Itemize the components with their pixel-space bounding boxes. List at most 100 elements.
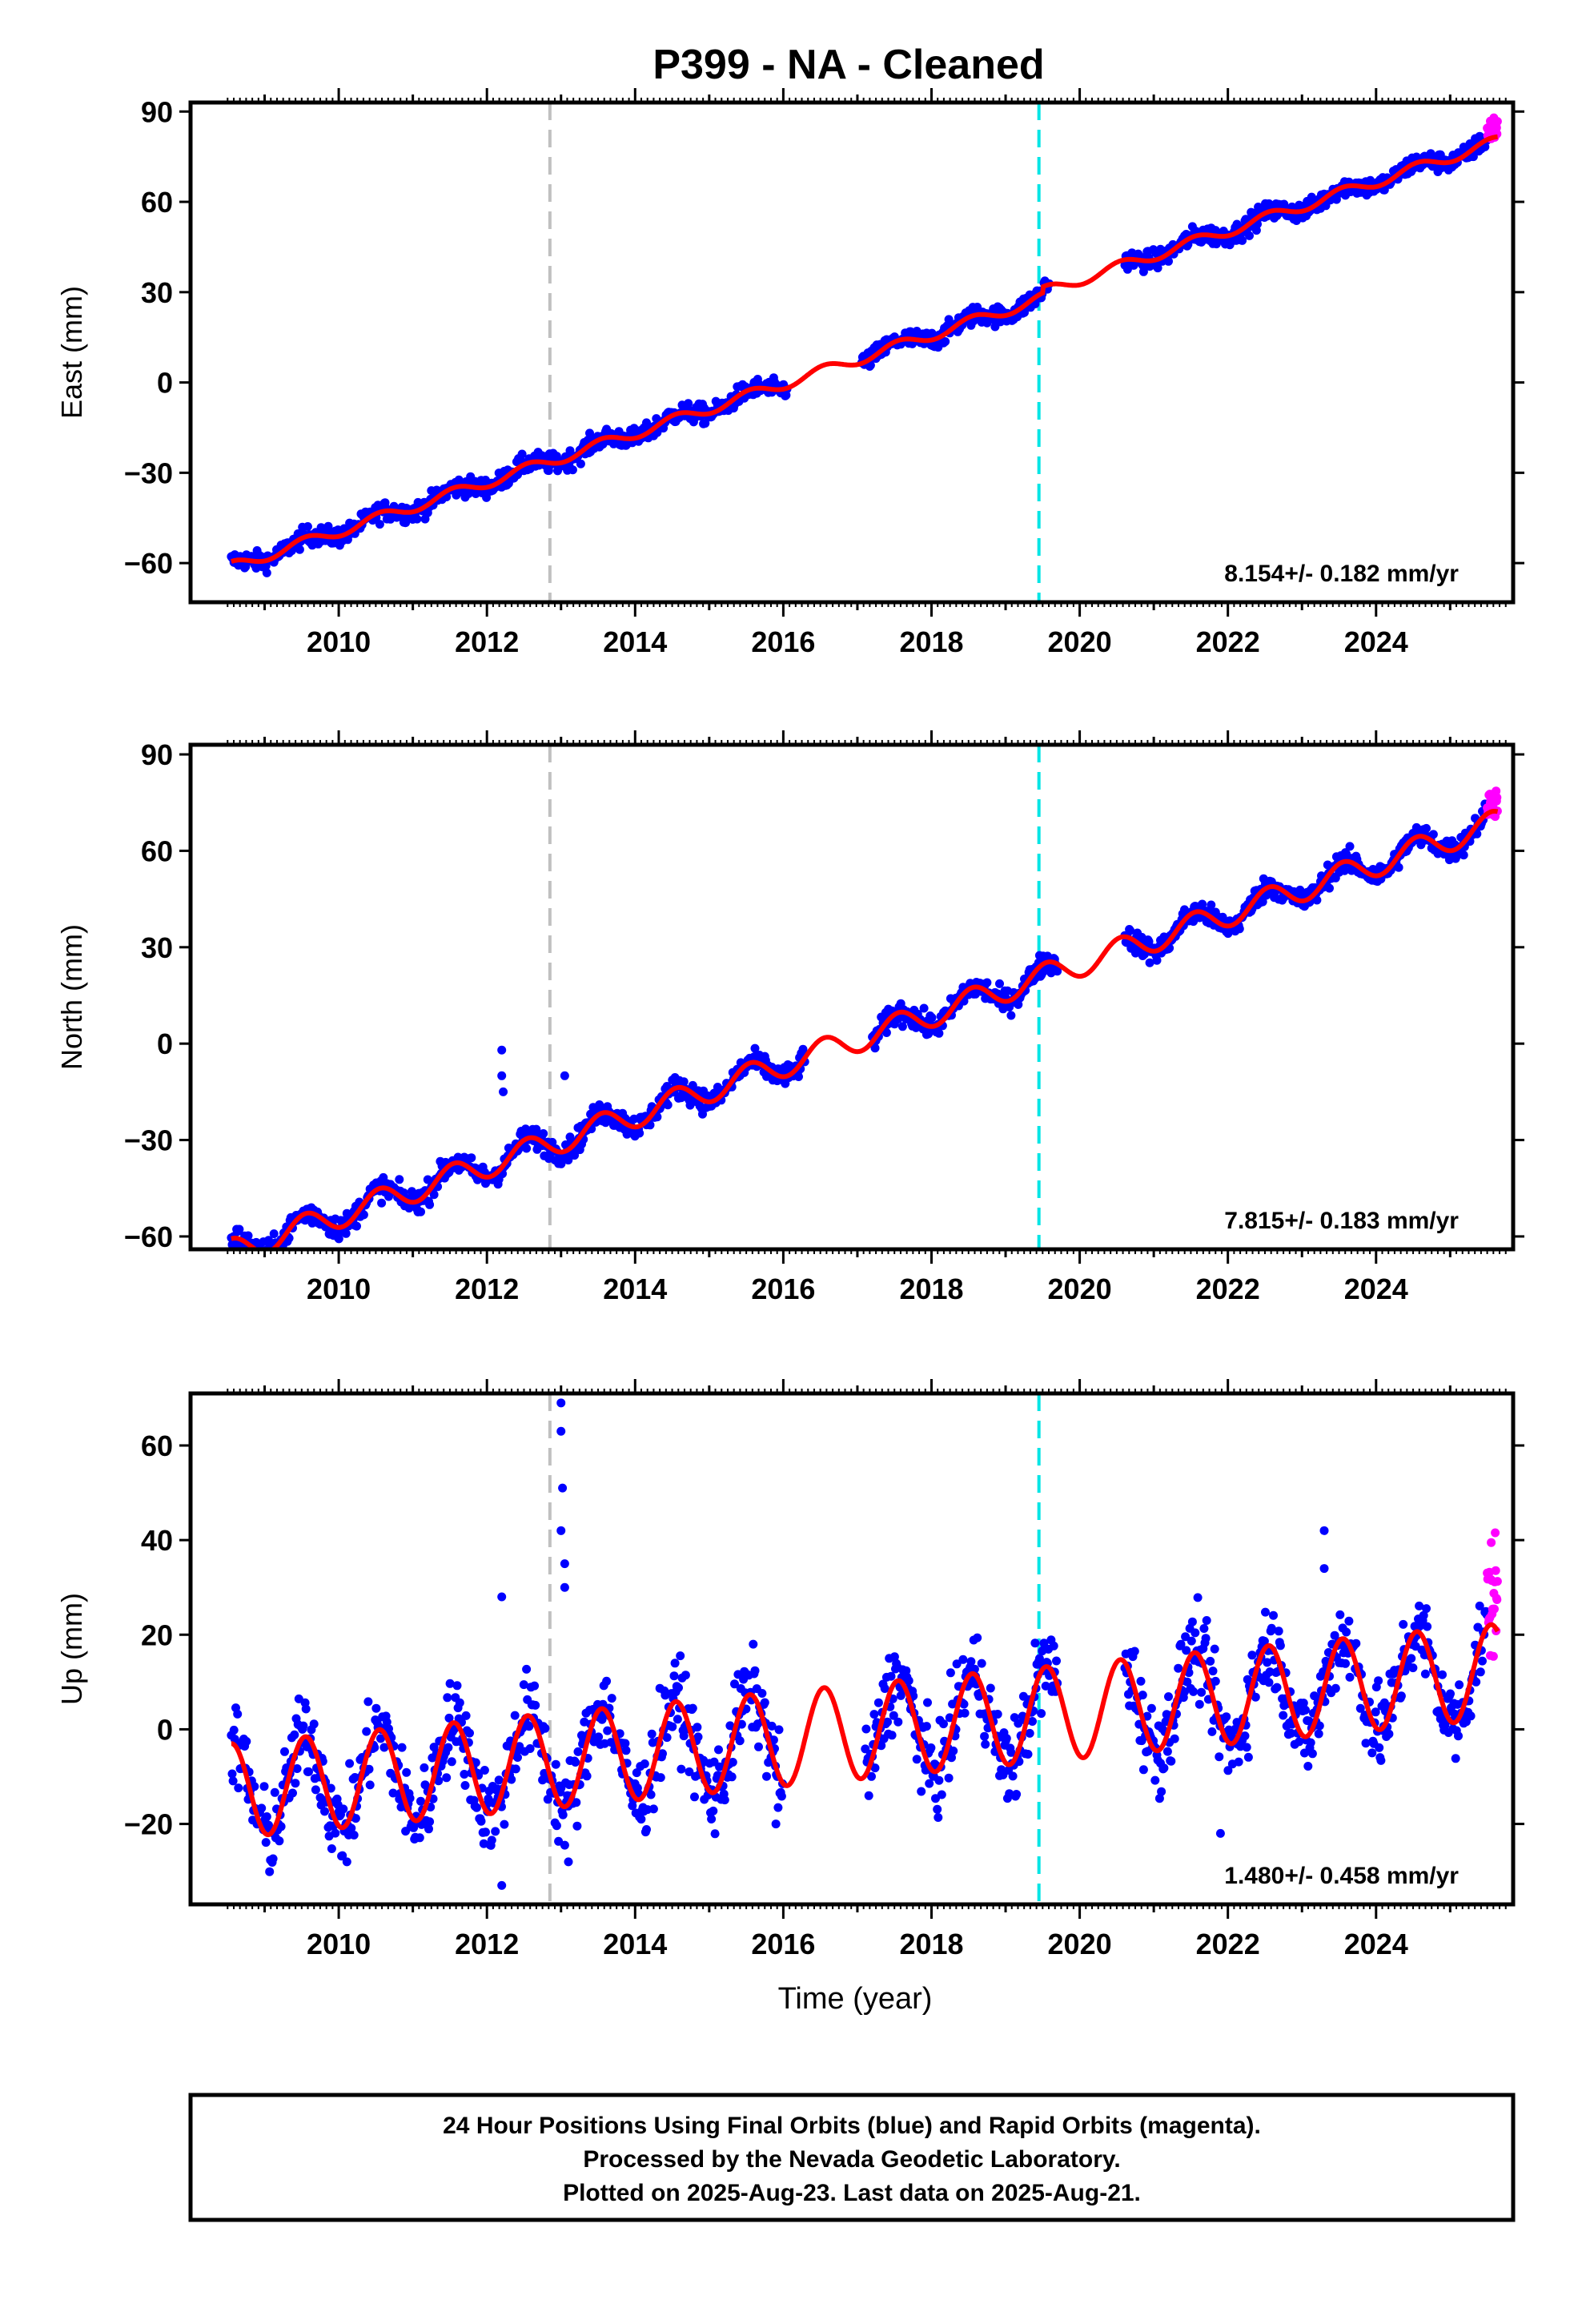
data-point-final bbox=[760, 1698, 769, 1707]
data-point-final bbox=[701, 419, 710, 428]
y-tick-label: 0 bbox=[157, 1027, 173, 1060]
data-point-final bbox=[412, 514, 422, 524]
data-point-final bbox=[669, 1671, 679, 1681]
data-point-final bbox=[331, 1828, 340, 1838]
data-point-outlier bbox=[558, 1483, 568, 1493]
data-point-final bbox=[1197, 1687, 1207, 1697]
data-point-final bbox=[572, 1798, 581, 1807]
data-point-final bbox=[320, 1807, 329, 1816]
x-tick-label: 2022 bbox=[1196, 625, 1260, 658]
data-point-final bbox=[1006, 1747, 1016, 1757]
data-point-final bbox=[1438, 1670, 1447, 1679]
data-point-final bbox=[966, 1657, 976, 1667]
data-point-final bbox=[1164, 1692, 1173, 1702]
data-point-final bbox=[227, 1769, 237, 1779]
data-point-final bbox=[507, 1775, 516, 1784]
data-point-final bbox=[276, 1822, 286, 1831]
data-point-final bbox=[1335, 1610, 1345, 1619]
data-point-final bbox=[1223, 1766, 1233, 1775]
data-point-final bbox=[912, 1755, 921, 1764]
data-point-final bbox=[1399, 1619, 1408, 1629]
data-point-final bbox=[532, 1124, 541, 1134]
data-point-final bbox=[551, 1759, 560, 1769]
data-point-final bbox=[242, 1737, 251, 1746]
data-point-final bbox=[233, 1709, 243, 1719]
data-point-final bbox=[1189, 1687, 1199, 1696]
data-point-final bbox=[548, 1137, 557, 1147]
data-point-final bbox=[1251, 1692, 1260, 1702]
data-point-final bbox=[1170, 1734, 1179, 1743]
data-point-final bbox=[1339, 866, 1349, 875]
data-point-final bbox=[1235, 924, 1244, 934]
data-point-final bbox=[794, 1072, 803, 1081]
data-point-final bbox=[1159, 1763, 1169, 1773]
data-point-final bbox=[1247, 1651, 1257, 1660]
data-point-final bbox=[735, 1736, 745, 1746]
data-point-final bbox=[897, 1022, 907, 1031]
data-point-final bbox=[1181, 1632, 1191, 1642]
data-point-final bbox=[869, 1710, 879, 1719]
data-point-final bbox=[1478, 1656, 1487, 1666]
data-point-final bbox=[375, 520, 384, 529]
data-point-final bbox=[1191, 1628, 1200, 1638]
data-point-final bbox=[1307, 1749, 1317, 1759]
data-point-final bbox=[707, 1815, 717, 1823]
data-point-final bbox=[934, 1775, 944, 1785]
data-point-final bbox=[572, 1821, 582, 1831]
data-point-final bbox=[602, 1676, 612, 1686]
data-point-final bbox=[1384, 1729, 1394, 1739]
data-point-final bbox=[1355, 1703, 1365, 1713]
data-point-final bbox=[472, 1803, 481, 1812]
data-point-final bbox=[865, 360, 875, 370]
data-point-final bbox=[873, 1698, 883, 1707]
data-point-final bbox=[1476, 1667, 1485, 1677]
data-point-final bbox=[1259, 1636, 1269, 1646]
data-point-final bbox=[315, 1793, 325, 1803]
data-point-final bbox=[445, 1679, 455, 1688]
data-point-final bbox=[658, 1749, 667, 1759]
data-point-final bbox=[607, 1694, 616, 1703]
data-point-final bbox=[941, 337, 950, 346]
data-point-final bbox=[1374, 1676, 1383, 1686]
data-point-final bbox=[698, 1109, 707, 1119]
data-point-final bbox=[1053, 967, 1062, 976]
x-tick-label: 2012 bbox=[455, 625, 519, 658]
data-point-final bbox=[1222, 1712, 1231, 1722]
data-point-final bbox=[295, 545, 304, 554]
x-tick-label: 2014 bbox=[603, 625, 667, 658]
data-point-rapid bbox=[1492, 117, 1502, 127]
data-point-final bbox=[1199, 1624, 1209, 1633]
data-point-final bbox=[327, 1844, 336, 1853]
data-point-final bbox=[1187, 1617, 1197, 1626]
data-point-final bbox=[986, 1683, 995, 1693]
data-point-final bbox=[342, 1857, 351, 1867]
data-point-final bbox=[1396, 1691, 1406, 1701]
data-point-final bbox=[777, 1791, 786, 1801]
data-point-final bbox=[690, 1792, 699, 1802]
data-point-final bbox=[568, 465, 577, 475]
data-point-final bbox=[299, 1721, 308, 1731]
data-point-final bbox=[1279, 1711, 1288, 1720]
data-point-final bbox=[1423, 1622, 1432, 1631]
data-point-final bbox=[570, 1151, 580, 1160]
data-point-final bbox=[679, 1731, 689, 1741]
data-point-final bbox=[257, 1803, 267, 1813]
data-point-final bbox=[290, 1730, 299, 1739]
data-point-final bbox=[1301, 1705, 1310, 1715]
data-point-final bbox=[1126, 926, 1135, 935]
data-point-final bbox=[429, 1190, 439, 1200]
velocity-label: 7.815+/- 0.183 mm/yr bbox=[1224, 1208, 1459, 1234]
y-tick-label: 90 bbox=[141, 738, 173, 771]
data-point-final bbox=[1154, 1794, 1164, 1803]
data-point-final bbox=[1030, 1638, 1040, 1648]
data-point-final bbox=[904, 1676, 913, 1686]
x-tick-label: 2020 bbox=[1048, 625, 1112, 658]
data-point-final bbox=[1345, 1672, 1355, 1682]
data-point-final bbox=[363, 1697, 373, 1707]
data-point-final bbox=[1345, 842, 1355, 851]
data-point-final bbox=[1264, 1678, 1274, 1687]
data-point-final bbox=[522, 1664, 532, 1674]
data-point-final bbox=[292, 1764, 302, 1773]
data-point-outlier bbox=[497, 1592, 507, 1602]
data-point-final bbox=[573, 1747, 583, 1756]
